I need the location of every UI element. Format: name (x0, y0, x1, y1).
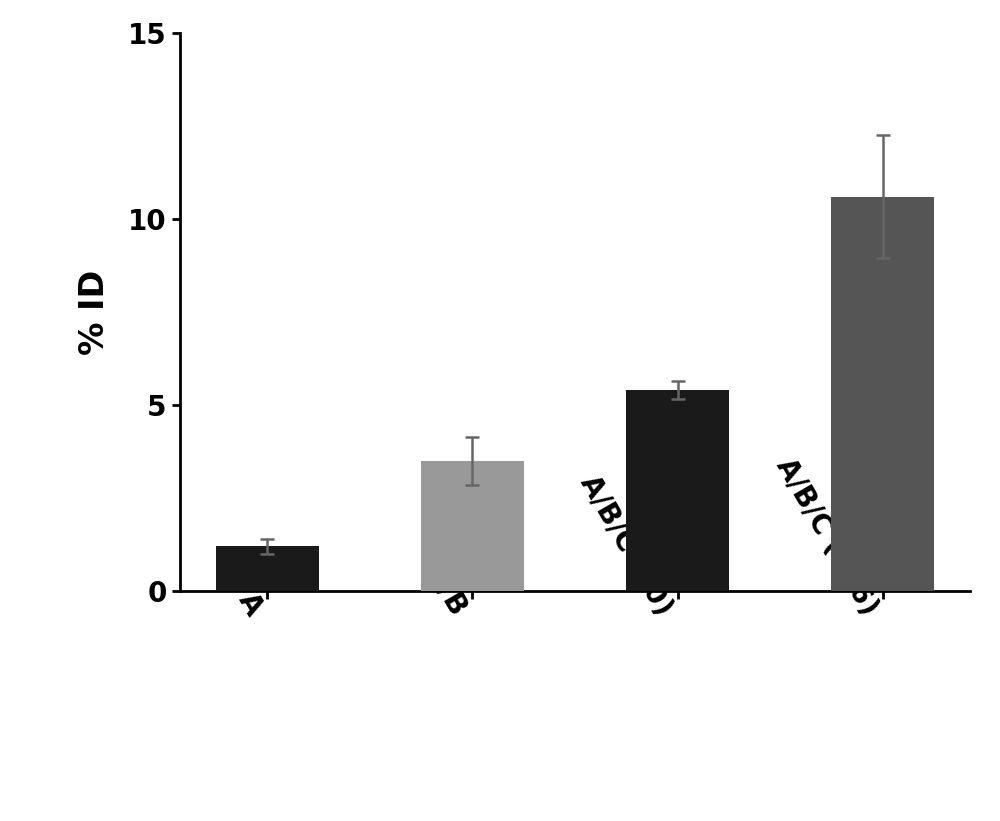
Y-axis label: % ID: % ID (78, 269, 111, 355)
Bar (626, 390, 729, 591)
Bar (421, 461, 524, 591)
Bar (216, 547, 319, 591)
Bar (831, 196, 934, 591)
